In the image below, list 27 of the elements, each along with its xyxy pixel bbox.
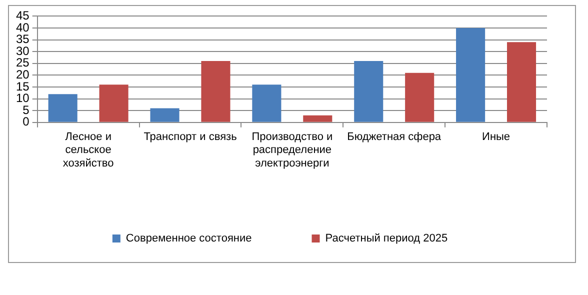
bar [303,115,332,122]
x-tick-label: Иные [482,131,510,144]
legend-label: Современное состояние [126,232,252,245]
y-tick-label: 20 [16,68,30,82]
x-tick-label: Производство и распределение электроэнерги [252,131,333,170]
y-tick-label: 40 [16,20,30,34]
bar [48,94,78,122]
y-tick-label: 25 [16,56,30,70]
bar [456,28,486,122]
x-tick-label: Транспорт и связь [144,131,238,144]
y-tick-label: 15 [16,79,30,94]
bar [252,84,282,122]
x-tick-label: Лесное и сельское хозяйство [62,131,114,170]
x-tick-label: Бюджетная сфера [347,131,442,144]
bar [99,84,128,122]
y-tick-label: 30 [16,44,30,58]
bar [201,61,230,122]
bar [354,61,384,122]
y-tick-label: 10 [16,91,30,106]
bar [506,42,536,122]
legend-label: Расчетный период 2025 [325,232,448,245]
bar [150,108,180,122]
y-tick-label: 0 [22,114,30,129]
y-tick-label: 45 [16,8,30,23]
y-tick-label: 5 [22,102,30,117]
bar [405,72,434,122]
y-tick-label: 35 [16,32,30,46]
